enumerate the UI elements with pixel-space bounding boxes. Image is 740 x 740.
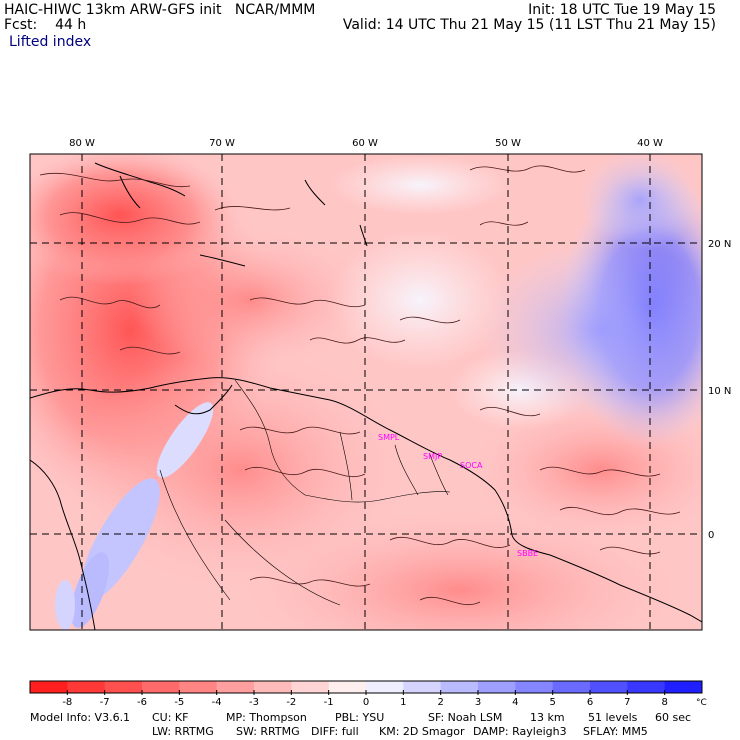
grid-lines — [30, 154, 702, 630]
station-label: SBBE — [517, 549, 538, 558]
forecast-line: Fcst: 44 h — [4, 17, 86, 33]
colorbar-tick-label: 1 — [400, 697, 406, 708]
coastlines — [30, 162, 702, 630]
footer-item: 51 levels — [588, 711, 638, 724]
colorbar-swatch — [478, 681, 516, 693]
lon-label: 40 W — [637, 138, 663, 149]
lat-label: 10 N — [708, 386, 731, 397]
forecast-label: Fcst: — [4, 17, 38, 33]
longitude-labels: 80 W 70 W 60 W 50 W 40 W — [69, 138, 663, 149]
footer-item: SF: Noah LSM — [428, 711, 503, 724]
borders — [159, 379, 451, 606]
latitude-labels: 20 N 10 N 0 — [708, 239, 731, 541]
forecast-value: 44 h — [55, 17, 87, 33]
lat-label: 20 N — [708, 239, 731, 250]
colorbar-swatch — [179, 681, 218, 693]
footer-item: DAMP: Rayleigh3 — [473, 725, 567, 738]
footer-item: 60 sec — [655, 711, 692, 724]
colorbar-swatch — [366, 681, 404, 693]
footer-item: DIFF: full — [311, 725, 359, 738]
colorbar-tick-label: 7 — [624, 697, 630, 708]
colorbar-swatch — [30, 681, 68, 693]
footer-item: SFLAY: MM5 — [583, 725, 648, 738]
footer-item: Model Info: V3.6.1 — [30, 711, 131, 724]
colorbar-tick-label: -1 — [324, 697, 334, 708]
station-markers: SMPL SMJP SOCA SBBE — [378, 433, 538, 558]
colorbar-swatch — [627, 681, 666, 693]
init-time: Init: 18 UTC Tue 19 May 15 — [528, 2, 716, 18]
footer-item: CU: KF — [152, 711, 189, 724]
colorbar-tick-label: -3 — [249, 697, 259, 708]
lat-label: 0 — [708, 530, 714, 541]
footer-item: PBL: YSU — [335, 711, 385, 724]
colorbar-swatch — [104, 681, 143, 693]
colorbar-tick-label: 0 — [363, 697, 369, 708]
colorbar-swatch — [291, 681, 330, 693]
colorbar-swatch — [328, 681, 367, 693]
colorbar-tick-label: 3 — [475, 697, 481, 708]
colorbar-swatch — [515, 681, 554, 693]
colorbar-swatch — [216, 681, 255, 693]
colorbar — [29, 680, 703, 694]
colorbar-tick-label: 2 — [437, 697, 443, 708]
footer-item: KM: 2D Smagor — [379, 725, 465, 738]
colorbar-swatch — [552, 681, 591, 693]
colorbar-tick-label: -7 — [100, 697, 110, 708]
station-label: SOCA — [460, 461, 483, 470]
colorbar-swatch — [590, 681, 628, 693]
model-title: HAIC-HIWC 13km ARW-GFS init — [4, 2, 222, 18]
colorbar-swatch — [664, 681, 703, 693]
station-label: SMJP — [423, 452, 442, 461]
footer-item: 13 km — [530, 711, 565, 724]
colorbar-tick-label: 4 — [512, 697, 518, 708]
colorbar-ticks: -8 -7 -6 -5 -4 -3 -2 -1 0 1 2 3 4 5 6 7 8 — [62, 690, 668, 708]
colorbar-tick-label: 5 — [549, 697, 555, 708]
colorbar-tick-label: -5 — [174, 697, 184, 708]
colorbar-tick-label: -2 — [286, 697, 296, 708]
colorbar-tick-label: -8 — [62, 697, 72, 708]
colorbar-tick-label: 8 — [661, 697, 667, 708]
valid-time: Valid: 14 UTC Thu 21 May 15 (11 LST Thu … — [342, 17, 716, 33]
footer-item: LW: RRTMG — [152, 725, 214, 738]
colorbar-tick-label: -4 — [212, 697, 222, 708]
footer-item: SW: RRTMG — [236, 725, 300, 738]
lon-label: 50 W — [495, 138, 521, 149]
contours — [39, 165, 681, 606]
colorbar-swatch — [440, 681, 479, 693]
field-name: Lifted index — [9, 34, 92, 50]
colorbar-tick-label: 6 — [587, 697, 593, 708]
colorbar-unit: °C — [696, 698, 707, 708]
colorbar-swatch — [254, 681, 292, 693]
shaded-field — [30, 154, 702, 630]
footer-item: MP: Thompson — [226, 711, 307, 724]
lon-label: 70 W — [209, 138, 235, 149]
org-label: NCAR/MMM — [234, 2, 316, 18]
model-title-line: HAIC-HIWC 13km ARW-GFS init NCAR/MMM — [4, 2, 315, 18]
colorbar-tick-label: -6 — [137, 697, 147, 708]
colorbar-swatch — [67, 681, 106, 693]
lon-label: 80 W — [69, 138, 95, 149]
station-label: SMPL — [378, 433, 400, 442]
map-frame — [29, 153, 703, 631]
colorbar-swatch — [403, 681, 442, 693]
lon-label: 60 W — [352, 138, 378, 149]
colorbar-swatch — [142, 681, 180, 693]
